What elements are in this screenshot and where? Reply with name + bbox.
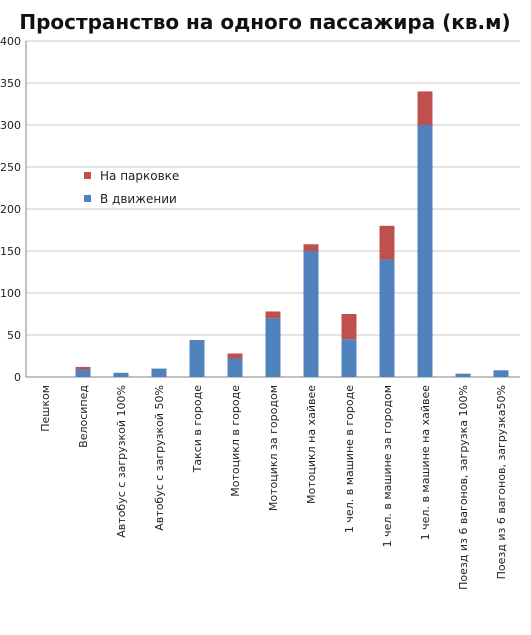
bar-segment-moving	[151, 368, 167, 377]
bar-segment-moving	[341, 339, 357, 377]
bar-segment-moving	[227, 358, 243, 377]
y-axis-ticks: 0 50 100 150 200 250 300 350 400	[0, 35, 21, 384]
bar-segment-parking	[227, 353, 243, 359]
y-tick-label: 150	[0, 245, 21, 258]
y-tick-label: 50	[7, 329, 21, 342]
y-tick-label: 0	[14, 371, 21, 384]
bar-segment-parking	[417, 91, 433, 125]
legend-label-moving: В движении	[100, 192, 177, 206]
bar-segment-parking	[341, 314, 357, 340]
legend-label-parking: На парковке	[100, 169, 179, 183]
bar-segment-moving	[113, 372, 129, 377]
x-tick-label: 1 чел. в машине в городе	[343, 385, 356, 533]
bar-segment-moving	[379, 259, 395, 377]
y-tick-label: 200	[0, 203, 21, 216]
x-tick-label: Мотоцикл за городом	[267, 385, 280, 511]
x-tick-label: Мотоцикл в городе	[229, 385, 242, 497]
bar-segment-parking	[75, 366, 91, 370]
legend: На парковке В движении	[84, 169, 179, 206]
x-axis-ticks: Пешком Велосипед Автобус с загрузкой 100% А…	[39, 385, 508, 590]
x-tick-label: Автобус с загрузкой 100%	[115, 385, 128, 538]
y-tick-label: 400	[0, 35, 21, 48]
legend-swatch-parking	[84, 172, 91, 179]
bar-segment-parking	[303, 244, 319, 251]
bar-segment-moving	[75, 369, 91, 377]
x-tick-label: Автобус с загрузкой 50%	[153, 385, 166, 531]
bars	[75, 91, 509, 377]
y-tick-label: 100	[0, 287, 21, 300]
x-tick-label: Поезд из 6 вагонов, загрузка 100%	[457, 385, 470, 590]
x-tick-label: Такси в городе	[191, 385, 204, 474]
bar-segment-moving	[303, 251, 319, 377]
bar-segment-moving	[493, 370, 509, 377]
x-tick-label: Мотоцикл на хайвее	[305, 385, 318, 504]
bar-segment-parking	[379, 225, 395, 260]
x-tick-label: 1 чел. в машине на хайвее	[419, 385, 432, 541]
chart-title: Пространство на одного пассажира (кв.м)	[19, 10, 510, 34]
y-tick-label: 250	[0, 161, 21, 174]
y-tick-label: 300	[0, 119, 21, 132]
y-tick-label: 350	[0, 77, 21, 90]
bar-segment-moving	[417, 125, 433, 377]
legend-swatch-moving	[84, 195, 91, 202]
x-tick-label: Велосипед	[77, 385, 90, 448]
x-tick-label: Пешком	[39, 385, 52, 432]
bar-segment-parking	[265, 311, 281, 319]
gridlines	[25, 40, 520, 378]
x-tick-label: 1 чел. в машине за городом	[381, 385, 394, 547]
bar-segment-moving	[265, 318, 281, 377]
bar-segment-moving	[455, 373, 471, 377]
x-tick-label: Поезд из 6 вагонов, загрузка50%	[495, 385, 508, 579]
bar-segment-moving	[189, 340, 205, 377]
